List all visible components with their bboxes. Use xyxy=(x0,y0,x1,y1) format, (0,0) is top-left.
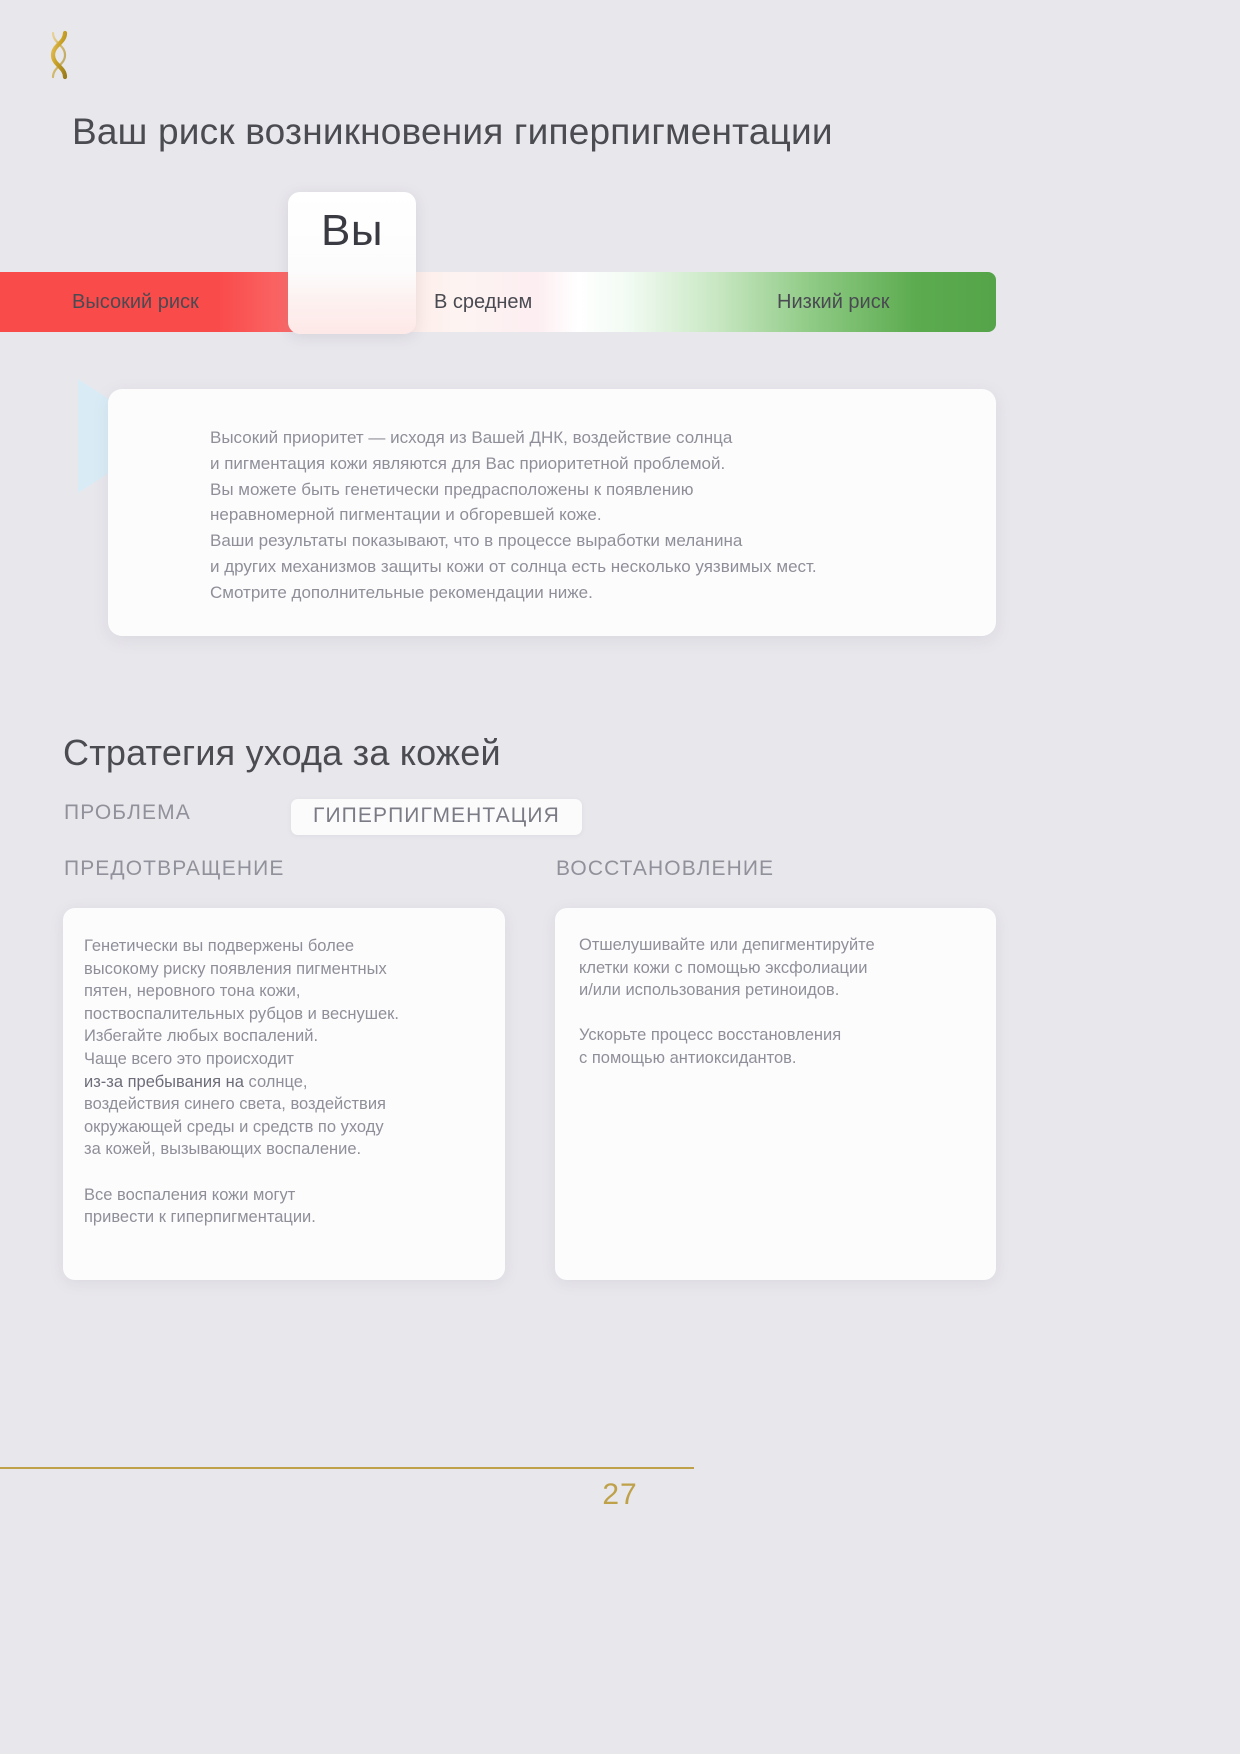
prevention-text-part1: Генетически вы подвержены более высокому… xyxy=(84,937,399,1068)
risk-label-high: Высокий риск xyxy=(72,291,199,313)
you-marker: Вы xyxy=(288,192,416,334)
prevention-text-part2: солнце, воздействия синего света, воздей… xyxy=(84,1072,386,1227)
problem-label: ПРОБЛЕМА xyxy=(64,801,191,824)
prevention-card-text: Генетически вы подвержены более высокому… xyxy=(84,935,484,1229)
page-number: 27 xyxy=(602,1478,638,1511)
recovery-card: Отшелушивайте или депигментируйте клетки… xyxy=(555,908,996,1280)
prevention-card: Генетически вы подвержены более высокому… xyxy=(63,908,505,1280)
dna-helix-icon xyxy=(40,26,80,88)
risk-scale-bar: Высокий риск В среднем Низкий риск xyxy=(0,272,996,332)
page-title: Ваш риск возникновения гиперпигментации xyxy=(72,110,833,152)
callout-panel: Высокий приоритет — исходя из Вашей ДНК,… xyxy=(108,389,996,636)
callout-text: Высокий приоритет — исходя из Вашей ДНК,… xyxy=(210,428,817,602)
column-header-prevention: ПРЕДОТВРАЩЕНИЕ xyxy=(64,857,285,880)
column-header-recovery: ВОССТАНОВЛЕНИЕ xyxy=(556,857,775,880)
section-heading-strategy: Стратегия ухода за кожей xyxy=(63,731,501,773)
you-marker-label: Вы xyxy=(321,206,383,255)
risk-label-medium: В среднем xyxy=(434,291,533,313)
problem-value-badge: ГИПЕРПИГМЕНТАЦИЯ xyxy=(291,799,582,835)
prevention-text-bold: из-за пребывания на xyxy=(84,1072,244,1091)
recovery-card-text: Отшелушивайте или депигментируйте клетки… xyxy=(579,936,875,1067)
risk-label-low: Низкий риск xyxy=(777,291,890,313)
footer-divider xyxy=(0,1467,694,1469)
